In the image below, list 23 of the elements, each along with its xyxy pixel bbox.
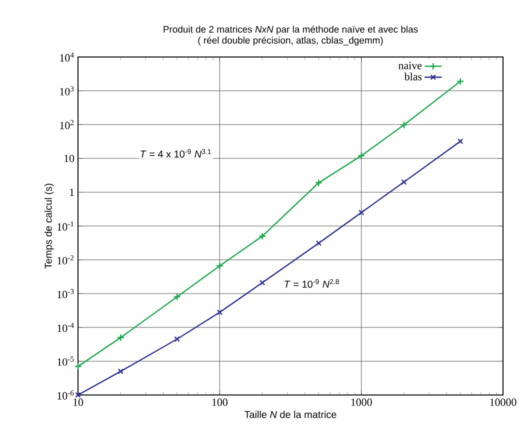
legend-label: naive [398,62,422,70]
y-tick-label: 10$^{2}$ [60,120,74,130]
y-tick-label: 10$^{-4}$ [58,322,74,332]
x-tick-label: 1000 [351,398,372,406]
x-tick-label: 10000 [490,398,516,406]
y-tick-label: 1 [70,188,74,196]
chart-subtitle: ( réel double précision, atlas, cblas_dgemm) [198,36,383,46]
x-axis-title: Taille N de la matrice [244,410,336,418]
x-tick-label: 10 [73,398,84,406]
annotation: T = 4 x 10$^{-9}$ N$^{3.1}$ [140,149,211,158]
y-tick-label: 10$^{-2}$ [58,255,74,264]
y-tick-label: 10 [64,154,74,162]
x-tick-label: 100 [212,398,228,406]
chart-title: Produit de 2 matrices NxN par la méthode naïve et avec blas [164,26,418,35]
y-tick-label: 10$^{-3}$ [58,289,74,298]
y-axis-title: Temps de calcul (s) [44,184,54,269]
y-tick-label: 10$^{-6}$ [58,390,74,400]
y-tick-label: 10$^{3}$ [60,86,74,96]
y-tick-label: 10$^{4}$ [60,52,74,62]
legend-label: blas [404,72,422,80]
y-tick-label: 10$^{-5}$ [58,356,74,366]
y-tick-label: 10$^{-1}$ [58,221,74,231]
annotation: T = 10$^{-9}$ N$^{2.8}$ [284,279,339,288]
